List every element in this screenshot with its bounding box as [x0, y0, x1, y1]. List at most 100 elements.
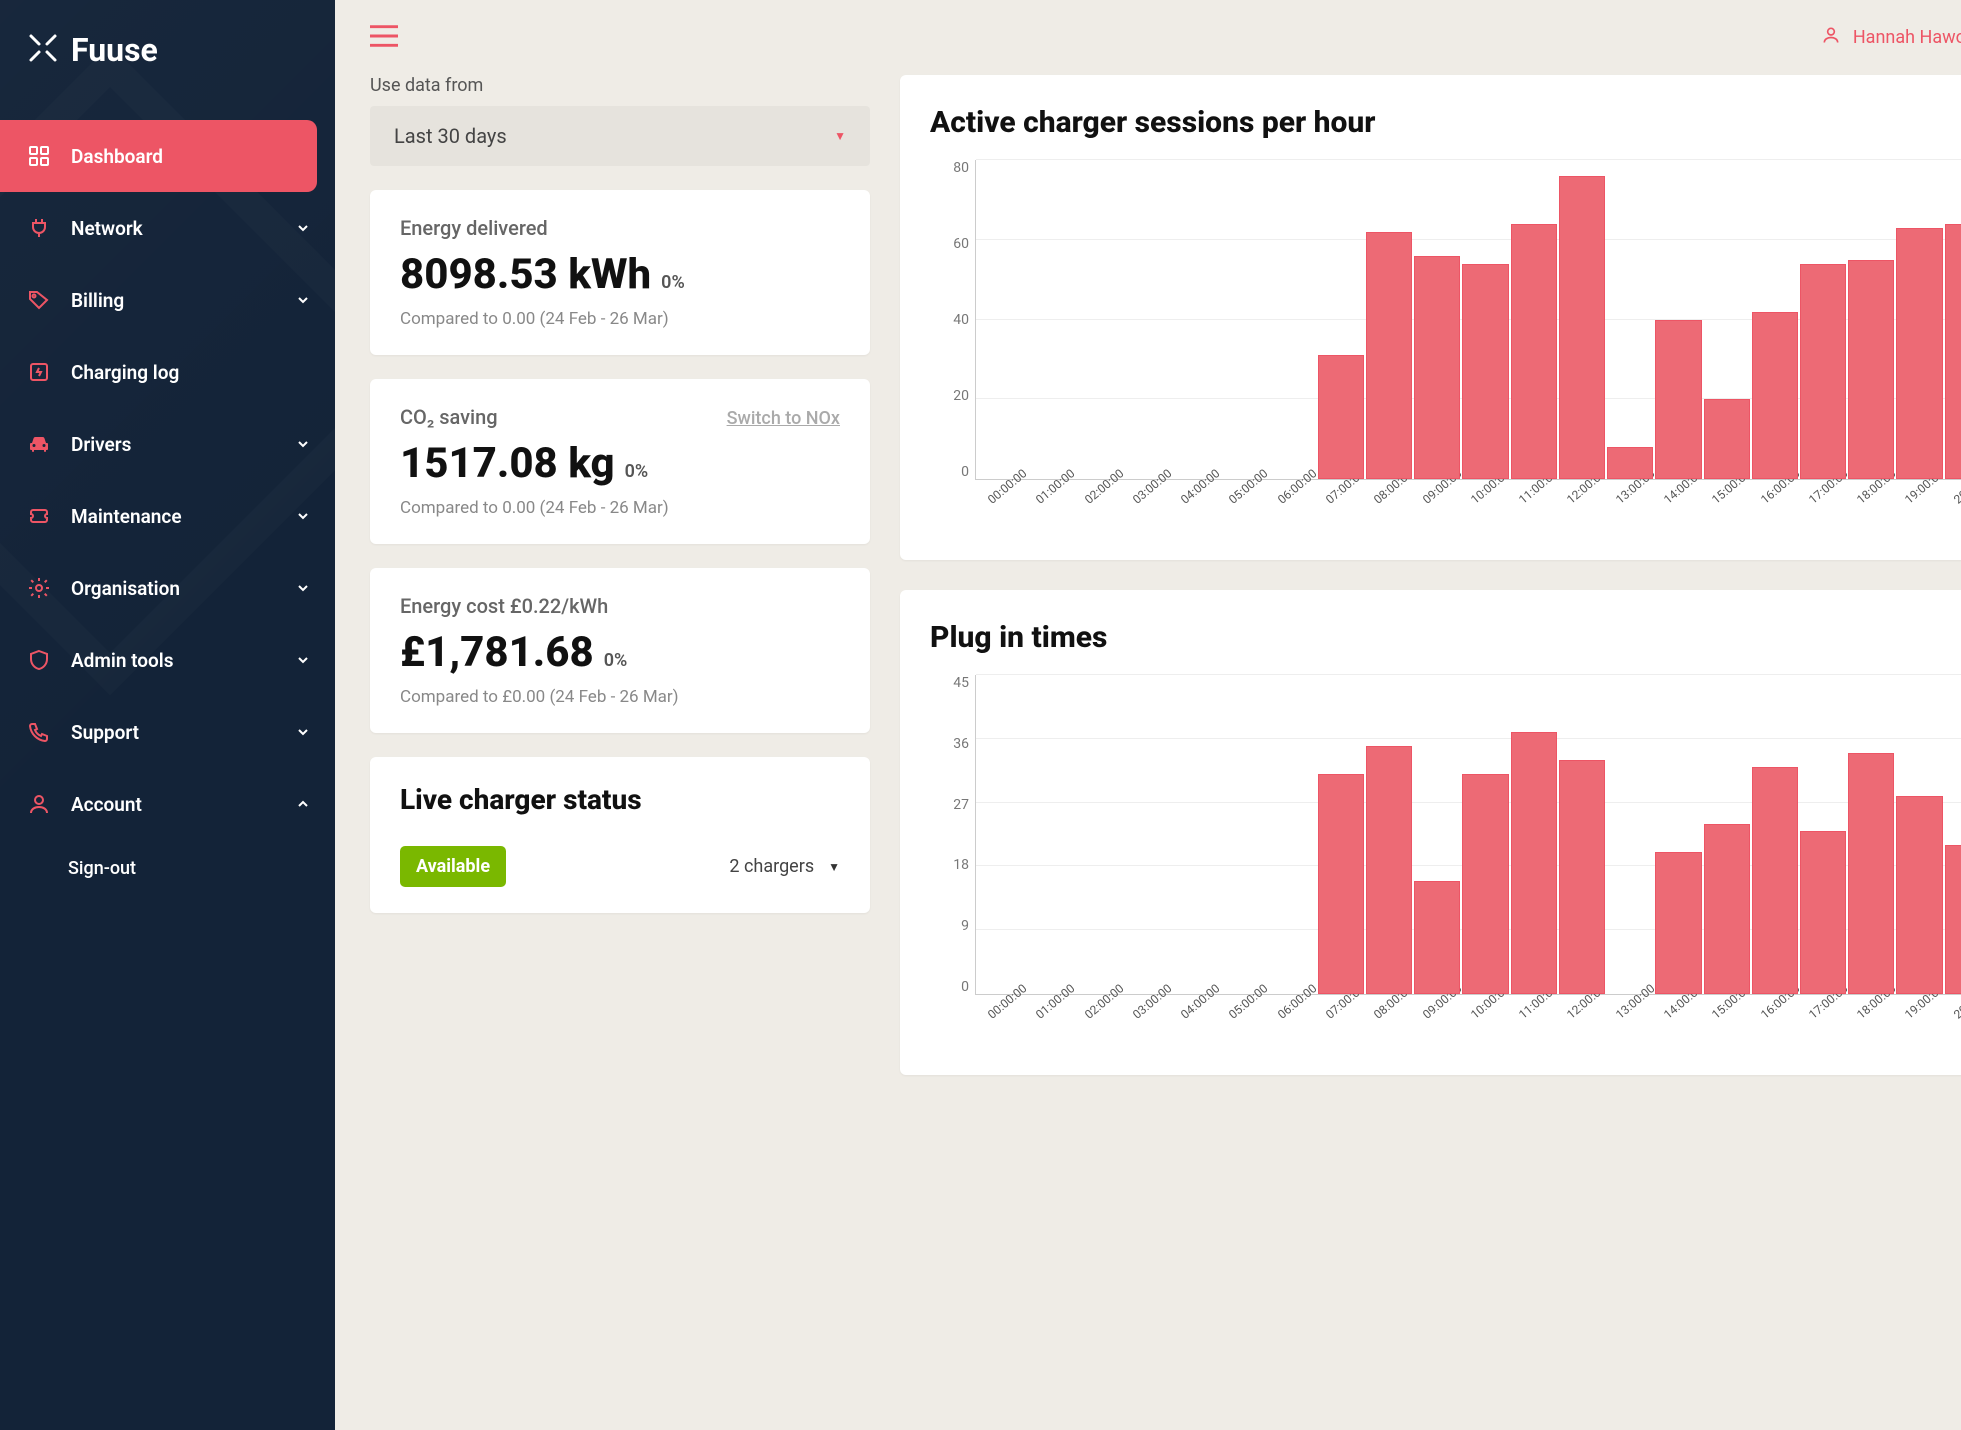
- date-range-select[interactable]: Last 30 days ▼: [370, 106, 870, 166]
- chart-plugins-card: Plug in times 4536271890 00:00:0001:00:0…: [900, 590, 1961, 1075]
- chevron-down-icon: [296, 649, 310, 672]
- kpi-energy-value: 8098.53 kWh: [400, 250, 651, 299]
- sidebar-item-drivers[interactable]: Drivers: [0, 408, 335, 480]
- user-menu[interactable]: Hannah Haworth (Fuuse New Demo) ▼: [1821, 25, 1961, 50]
- user-name: Hannah Haworth (Fuuse New Demo): [1853, 27, 1961, 48]
- live-status-title: Live charger status: [400, 783, 840, 816]
- kpi-co2-card: CO₂ saving Switch to NOx 1517.08 kg 0% C…: [370, 379, 870, 544]
- gear-icon: [25, 574, 53, 602]
- sidebar-item-sign-out[interactable]: Sign-out: [0, 840, 335, 896]
- chart-bar: [1366, 232, 1412, 479]
- sidebar-item-billing[interactable]: Billing: [0, 264, 335, 336]
- sidebar: Fuuse Dashboard Network Billing Charging lo…: [0, 0, 335, 1430]
- kpi-co2-pct: 0%: [625, 461, 649, 482]
- chevron-down-icon: [296, 577, 310, 600]
- chart-bar: [1318, 355, 1364, 479]
- chart-bar: [1655, 852, 1701, 994]
- sidebar-item-label: Maintenance: [71, 505, 296, 528]
- sidebar-item-label: Dashboard: [71, 145, 292, 168]
- status-badge-available: Available: [400, 846, 506, 887]
- chart-bar: [1559, 176, 1605, 479]
- logo-text: Fuuse: [71, 31, 158, 69]
- chart-bar: [1655, 320, 1701, 480]
- sidebar-item-account[interactable]: Account: [0, 768, 335, 840]
- charging-icon: [25, 358, 53, 386]
- sidebar-item-label: Drivers: [71, 433, 296, 456]
- main: Hannah Haworth (Fuuse New Demo) ▼ Use da…: [335, 0, 1961, 1430]
- chart-bar: [1414, 256, 1460, 479]
- chart-sessions-card: Active charger sessions per hour 8060402…: [900, 75, 1961, 560]
- chart-bar: [1318, 774, 1364, 994]
- chart-plugins-xaxis: 00:00:0001:00:0002:00:0003:00:0004:00:00…: [975, 995, 1961, 1055]
- chart-bar: [1607, 447, 1653, 479]
- chart-bar: [1800, 264, 1846, 479]
- car-icon: [25, 430, 53, 458]
- chart-bar: [1800, 831, 1846, 994]
- chart-bar: [1511, 732, 1557, 994]
- nav: Dashboard Network Billing Charging log Drive…: [0, 120, 335, 896]
- chart-bar: [1752, 767, 1798, 994]
- hamburger-icon[interactable]: [370, 25, 398, 51]
- live-status-card: Live charger status Available 2 chargers…: [370, 757, 870, 913]
- sidebar-item-label: Admin tools: [71, 649, 296, 672]
- left-column: Use data from Last 30 days ▼ Energy deli…: [370, 75, 870, 1400]
- sidebar-item-dashboard[interactable]: Dashboard: [0, 120, 317, 192]
- topbar: Hannah Haworth (Fuuse New Demo) ▼: [335, 0, 1961, 75]
- kpi-energy-title: Energy delivered: [400, 216, 548, 240]
- logo: Fuuse: [0, 0, 335, 120]
- kpi-energy-card: Energy delivered 8098.53 kWh 0% Compared…: [370, 190, 870, 355]
- chart-bar: [1704, 824, 1750, 994]
- sidebar-item-label: Charging log: [71, 361, 310, 384]
- sidebar-item-support[interactable]: Support: [0, 696, 335, 768]
- filter-label: Use data from: [370, 75, 870, 96]
- shield-icon: [25, 646, 53, 674]
- kpi-co2-value: 1517.08 kg: [400, 439, 615, 488]
- chart-bar: [1704, 399, 1750, 479]
- date-range-value: Last 30 days: [394, 124, 834, 148]
- switch-nox-link[interactable]: Switch to NOx: [727, 408, 840, 429]
- chevron-down-icon: [296, 433, 310, 456]
- chart-bar: [1848, 753, 1894, 994]
- chart-bar: [1945, 845, 1961, 994]
- tag-icon: [25, 286, 53, 314]
- chart-bar: [1414, 881, 1460, 994]
- sidebar-item-label: Support: [71, 721, 296, 744]
- chargers-select[interactable]: 2 chargers ▼: [729, 856, 840, 877]
- chart-bar: [1462, 774, 1508, 994]
- right-column: Active charger sessions per hour 8060402…: [900, 75, 1961, 1400]
- chevron-down-icon: [296, 721, 310, 744]
- kpi-cost-value: £1,781.68: [400, 628, 594, 677]
- chevron-down-icon: [296, 289, 310, 312]
- sidebar-item-label: Account: [71, 793, 296, 816]
- kpi-cost-sub: Compared to £0.00 (24 Feb - 26 Mar): [400, 687, 840, 707]
- sidebar-item-network[interactable]: Network: [0, 192, 335, 264]
- chart-bar: [1366, 746, 1412, 994]
- chevron-down-icon: [296, 217, 310, 240]
- kpi-co2-title: CO₂ saving: [400, 405, 727, 429]
- kpi-energy-sub: Compared to 0.00 (24 Feb - 26 Mar): [400, 309, 840, 329]
- sidebar-item-label: Network: [71, 217, 296, 240]
- chart-plugins-yaxis: 4536271890: [930, 675, 975, 1055]
- sidebar-item-admin-tools[interactable]: Admin tools: [0, 624, 335, 696]
- sidebar-item-maintenance[interactable]: Maintenance: [0, 480, 335, 552]
- chart-plugins-plot: [975, 675, 1961, 995]
- kpi-cost-title: Energy cost £0.22/kWh: [400, 594, 608, 618]
- chart-bar: [1752, 312, 1798, 479]
- chart-bar: [1462, 264, 1508, 479]
- person-icon: [25, 790, 53, 818]
- sidebar-item-label: Billing: [71, 289, 296, 312]
- chart-plugins-title: Plug in times: [930, 620, 1961, 655]
- chart-sessions-title: Active charger sessions per hour: [930, 105, 1961, 140]
- sidebar-item-label: Sign-out: [68, 858, 310, 879]
- chargers-count: 2 chargers: [729, 856, 814, 877]
- sidebar-item-organisation[interactable]: Organisation: [0, 552, 335, 624]
- sidebar-item-charging-log[interactable]: Charging log: [0, 336, 335, 408]
- logo-icon: [25, 30, 61, 70]
- chart-sessions-xaxis: 00:00:0001:00:0002:00:0003:00:0004:00:00…: [975, 480, 1961, 540]
- chevron-down-icon: ▼: [834, 129, 846, 143]
- chart-sessions-plot: [975, 160, 1961, 480]
- kpi-energy-pct: 0%: [661, 272, 685, 293]
- chevron-down-icon: [296, 505, 310, 528]
- chart-bar: [1511, 224, 1557, 479]
- phone-icon: [25, 718, 53, 746]
